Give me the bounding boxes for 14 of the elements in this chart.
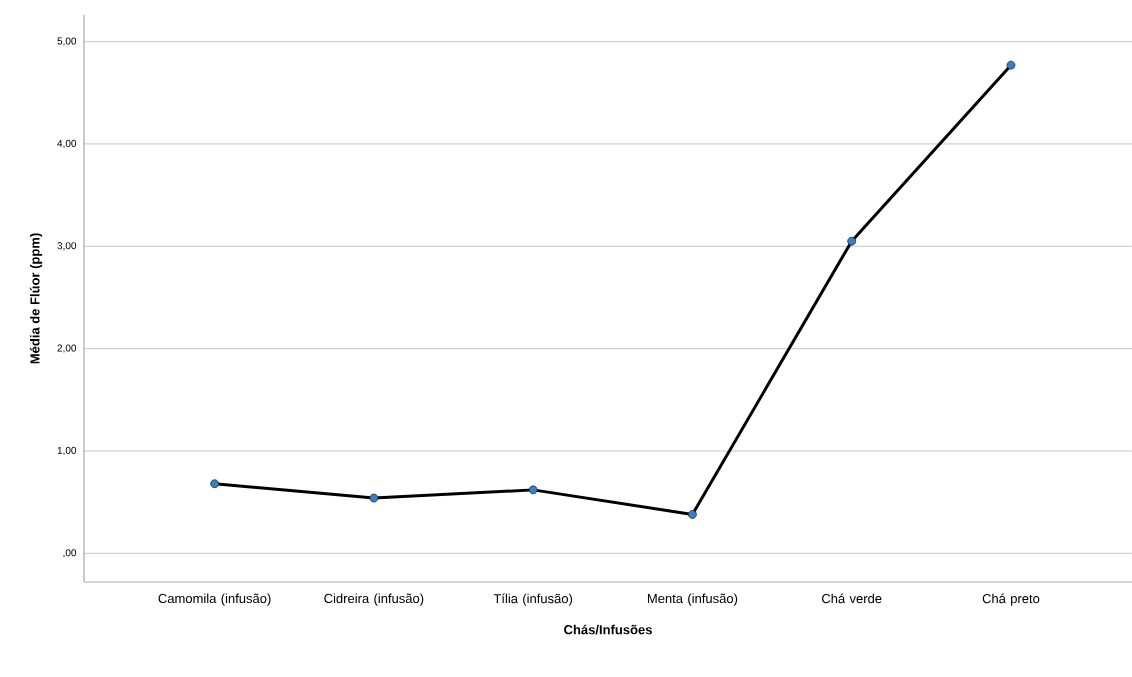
x-axis-title: Chás/Infusões xyxy=(564,624,652,635)
y-axis-title: Média de Flúor (ppm) xyxy=(29,233,43,364)
y-tick-label: 1,00 xyxy=(57,446,77,456)
x-tick-label: Menta (infusão) xyxy=(647,593,738,606)
x-tick-label: Tília (infusão) xyxy=(493,593,573,606)
x-tick-label: Chá verde xyxy=(822,593,882,604)
y-tick-label: 3,00 xyxy=(57,242,77,251)
x-tick-label: Chá preto xyxy=(982,593,1040,606)
y-tick-label: 4,00 xyxy=(57,139,77,149)
y-tick-label: 5,00 xyxy=(57,37,77,46)
x-tick-label: Camomila (infusão) xyxy=(158,593,271,606)
y-tick-label: ,00 xyxy=(63,549,77,558)
x-tick-label: Cidreira (infusão) xyxy=(324,593,424,606)
y-tick-label: 2,00 xyxy=(57,344,77,353)
